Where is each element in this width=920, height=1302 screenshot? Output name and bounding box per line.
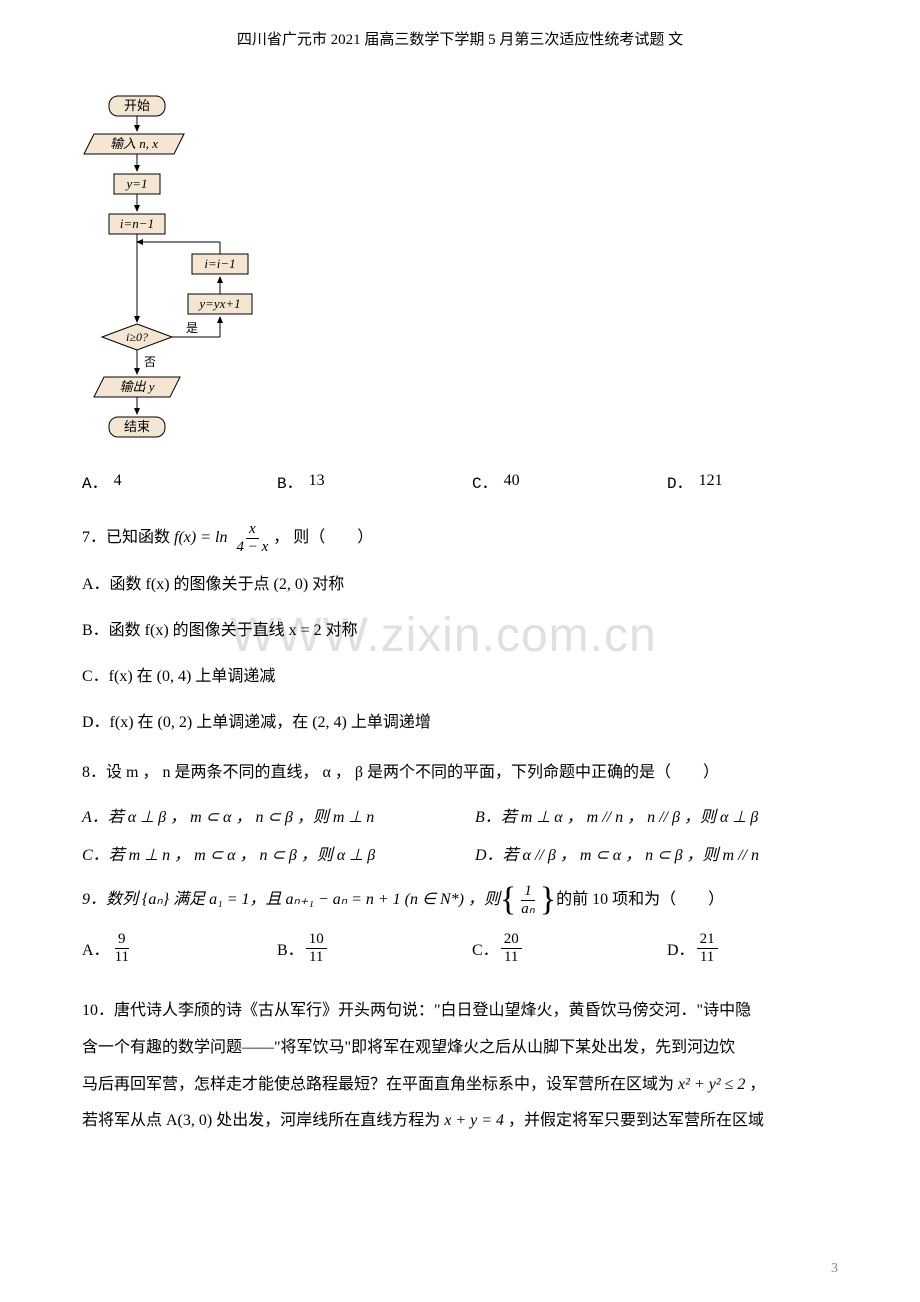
page-number: 3 xyxy=(831,1261,838,1277)
q7-stem-suffix: ， 则（ ） xyxy=(273,522,373,554)
q7-b: B．函数 f(x) 的图像关于直线 x = 2 对称 xyxy=(82,615,838,647)
q7: 7．已知函数 f(x) = ln x 4 − x ， 则（ ） A．函数 f(x… xyxy=(82,521,838,739)
q9-c-den: 11 xyxy=(501,949,521,966)
q10-l4b: x + y = 4 xyxy=(444,1112,504,1129)
q9-d-num: 21 xyxy=(697,931,718,949)
q7-fx: f(x) = ln xyxy=(174,522,227,554)
q9-opt-d: D． 2111 xyxy=(667,931,720,965)
fc-no: 否 xyxy=(144,355,156,369)
opt-label-c: C． xyxy=(472,469,498,493)
q7-a: A．函数 f(x) 的图像关于点 (2, 0) 对称 xyxy=(82,569,838,601)
header-text: 四川省广元市 2021 届高三数学下学期 5 月第三次适应性统考试题 文 xyxy=(237,32,683,48)
q6-c-val: 40 xyxy=(504,472,520,490)
q9-options: A． 911 B． 1011 C． 2011 D． 2111 xyxy=(82,931,838,965)
q10-l3a: 马后再回军营，怎样走才能使总路程最短？在平面直角坐标系中，设军营所在区域为 xyxy=(82,1076,678,1093)
q9-stem: 9．数列 {aₙ} 满足 a₁ = 1，且 aₙ₊₁ − aₙ = n + 1 … xyxy=(82,883,838,917)
q6-options: A． 4 B． 13 C． 40 D． 121 xyxy=(82,469,838,493)
q7-stem-prefix: 7．已知函数 xyxy=(82,522,170,554)
fc-cond: i≥0? xyxy=(126,330,148,344)
q7-c: C．f(x) 在 (0, 4) 上单调递减 xyxy=(82,661,838,693)
q9-a-den: 11 xyxy=(112,949,132,966)
q7-d: D．f(x) 在 (0, 2) 上单调递减，在 (2, 4) 上单调递增 xyxy=(82,707,838,739)
fc-ii1: i=i−1 xyxy=(204,256,235,271)
q9-brace: { 1 aₙ } xyxy=(500,883,556,917)
opt-label-b: B． xyxy=(277,469,303,493)
q9-opt-a: A． 911 xyxy=(82,931,277,965)
q10-l4a: 若将军从点 A(3, 0) 处出发，河岸线所在直线方程为 xyxy=(82,1112,444,1129)
q10-l3b: x² + y² ≤ 2 xyxy=(678,1076,745,1093)
q9-stem1: 9．数列 {aₙ} 满足 a₁ = 1，且 aₙ₊₁ − aₙ = n + 1 … xyxy=(82,884,500,916)
q9-stem2: 的前 10 项和为（ ） xyxy=(556,884,724,916)
q10-l1: 10．唐代诗人李颀的诗《古从军行》开头两句说："白日登山望烽火，黄昏饮马傍交河．… xyxy=(82,993,838,1030)
q9-d-den: 11 xyxy=(697,949,717,966)
q9-b-num: 10 xyxy=(306,931,327,949)
q7-stem: 7．已知函数 f(x) = ln x 4 − x ， 则（ ） xyxy=(82,521,838,555)
q7-frac-num: x xyxy=(246,521,259,539)
q8-stem: 8．设 m ， n 是两条不同的直线， α ， β 是两个不同的平面，下列命题中… xyxy=(82,757,838,789)
q10-l3: 马后再回军营，怎样走才能使总路程最短？在平面直角坐标系中，设军营所在区域为 x²… xyxy=(82,1067,838,1104)
fc-yyx1: y=yx+1 xyxy=(197,296,240,311)
q6-opt-b: B． 13 xyxy=(277,469,472,493)
fc-end: 结束 xyxy=(124,419,150,434)
q9-opt-b: B． 1011 xyxy=(277,931,472,965)
q9-frac-num: 1 xyxy=(521,883,535,901)
q9-a-label: A． xyxy=(82,936,110,960)
fc-input: 输入 n, x xyxy=(110,136,158,151)
q8-row1: A．若 α ⊥ β ， m ⊂ α ， n ⊂ β ，则 m ⊥ n B．若 m… xyxy=(82,803,838,827)
flowchart-diagram: 开始 输入 n, x y=1 i=n−1 i=i−1 y=yx+1 xyxy=(82,94,282,454)
q9-c-label: C． xyxy=(472,936,499,960)
q10-l4: 若将军从点 A(3, 0) 处出发，河岸线所在直线方程为 x + y = 4 ，… xyxy=(82,1103,838,1140)
flowchart-svg: 开始 输入 n, x y=1 i=n−1 i=i−1 y=yx+1 xyxy=(82,94,282,454)
fc-y1: y=1 xyxy=(124,176,147,191)
q6-d-val: 121 xyxy=(699,472,723,490)
q9-frac-den: aₙ xyxy=(518,901,537,918)
q7-frac-den: 4 − x xyxy=(233,539,271,556)
fc-in1: i=n−1 xyxy=(120,216,154,231)
q8: 8．设 m ， n 是两条不同的直线， α ， β 是两个不同的平面，下列命题中… xyxy=(82,757,838,865)
q9-d-label: D． xyxy=(667,936,695,960)
q8-c: C．若 m ⊥ n ， m ⊂ α ， n ⊂ β ，则 α ⊥ β xyxy=(82,841,445,865)
q8-b: B．若 m ⊥ α ， m // n ， n // β ，则 α ⊥ β xyxy=(475,803,838,827)
fc-yes: 是 xyxy=(186,321,198,335)
q8-a: A．若 α ⊥ β ， m ⊂ α ， n ⊂ β ，则 m ⊥ n xyxy=(82,803,445,827)
q6-opt-a: A． 4 xyxy=(82,469,277,493)
q6-a-val: 4 xyxy=(114,472,122,490)
q6-b-val: 13 xyxy=(309,472,325,490)
q9-c-num: 20 xyxy=(501,931,522,949)
q9-b-den: 11 xyxy=(306,949,326,966)
q9-b-label: B． xyxy=(277,936,304,960)
q9: 9．数列 {aₙ} 满足 a₁ = 1，且 aₙ₊₁ − aₙ = n + 1 … xyxy=(82,883,838,965)
fc-start: 开始 xyxy=(124,98,150,113)
q10-l4c: ，并假定将军只要到达军营所在区域 xyxy=(508,1112,764,1129)
q9-frac: 1 aₙ xyxy=(518,883,537,917)
q6-opt-c: C． 40 xyxy=(472,469,667,493)
fc-output: 输出 y xyxy=(119,379,154,394)
opt-label-a: A． xyxy=(82,469,108,493)
content: 开始 输入 n, x y=1 i=n−1 i=i−1 y=yx+1 xyxy=(0,49,920,1140)
q9-opt-c: C． 2011 xyxy=(472,931,667,965)
q10-l3c: ， xyxy=(749,1076,765,1093)
q10-l2: 含一个有趣的数学问题——"将军饮马"即将军在观望烽火之后从山脚下某处出发，先到河… xyxy=(82,1030,838,1067)
page-header: 四川省广元市 2021 届高三数学下学期 5 月第三次适应性统考试题 文 xyxy=(0,0,920,49)
q9-a-num: 9 xyxy=(115,931,129,949)
q6-opt-d: D． 121 xyxy=(667,469,723,493)
q7-frac: x 4 − x xyxy=(233,521,271,555)
q8-d: D．若 α // β ， m ⊂ α ， n ⊂ β ，则 m // n xyxy=(475,841,838,865)
opt-label-d: D． xyxy=(667,469,693,493)
q10: 10．唐代诗人李颀的诗《古从军行》开头两句说："白日登山望烽火，黄昏饮马傍交河．… xyxy=(82,993,838,1140)
q8-row2: C．若 m ⊥ n ， m ⊂ α ， n ⊂ β ，则 α ⊥ β D．若 α… xyxy=(82,841,838,865)
